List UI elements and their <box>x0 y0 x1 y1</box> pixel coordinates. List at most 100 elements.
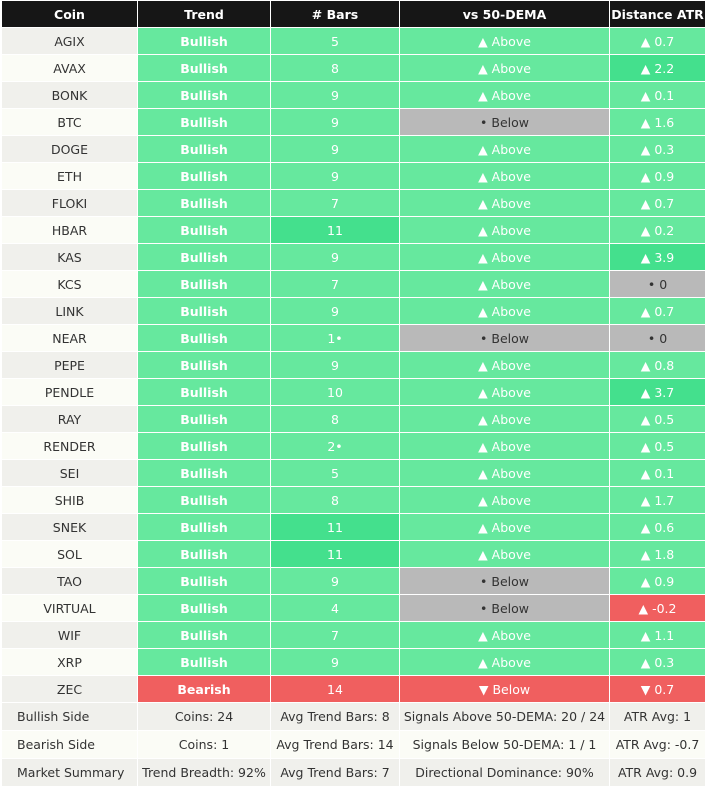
header-coin: Coin <box>1 0 138 28</box>
summary-atr: ATR Avg: 0.9 <box>609 758 706 787</box>
atr-cell: ▲ -0.2 <box>609 594 706 622</box>
table-row: RENDER Bullish 2• ▲ Above ▲ 0.5 <box>1 432 706 460</box>
bars-cell: 5 <box>270 27 400 55</box>
coin-cell: SHIB <box>1 486 138 514</box>
trend-cell: Bullish <box>137 162 271 190</box>
dema-cell: ▲ Above <box>399 351 610 379</box>
trend-cell: Bullish <box>137 432 271 460</box>
dema-cell: ▲ Above <box>399 378 610 406</box>
table-row: KAS Bullish 9 ▲ Above ▲ 3.9 <box>1 243 706 271</box>
bars-cell: 7 <box>270 621 400 649</box>
table-row: HBAR Bullish 11 ▲ Above ▲ 0.2 <box>1 216 706 244</box>
trend-cell: Bullish <box>137 459 271 487</box>
table-row: AVAX Bullish 8 ▲ Above ▲ 2.2 <box>1 54 706 82</box>
dema-cell: • Below <box>399 108 610 136</box>
dema-cell: ▲ Above <box>399 81 610 109</box>
dema-cell: ▲ Above <box>399 459 610 487</box>
trend-cell: Bullish <box>137 243 271 271</box>
atr-cell: ▲ 1.7 <box>609 486 706 514</box>
summary-signals: Signals Above 50-DEMA: 20 / 24 <box>399 702 610 731</box>
summary-atr: ATR Avg: -0.7 <box>609 730 706 759</box>
summary-label: Market Summary <box>1 758 138 787</box>
coin-cell: NEAR <box>1 324 138 352</box>
bars-cell: 9 <box>270 351 400 379</box>
coin-cell: BONK <box>1 81 138 109</box>
summary-bars: Avg Trend Bars: 8 <box>270 702 400 731</box>
coin-cell: HBAR <box>1 216 138 244</box>
trend-cell: Bullish <box>137 297 271 325</box>
atr-cell: ▲ 1.8 <box>609 540 706 568</box>
atr-cell: • 0 <box>609 270 706 298</box>
summary-row: Market Summary Trend Breadth: 92% Avg Tren… <box>1 758 706 787</box>
atr-cell: ▲ 0.1 <box>609 459 706 487</box>
atr-cell: ▲ 0.5 <box>609 432 706 460</box>
bars-cell: 9 <box>270 243 400 271</box>
trend-cell: Bullish <box>137 567 271 595</box>
atr-cell: • 0 <box>609 324 706 352</box>
table-row: BONK Bullish 9 ▲ Above ▲ 0.1 <box>1 81 706 109</box>
trend-cell: Bullish <box>137 54 271 82</box>
coin-cell: BTC <box>1 108 138 136</box>
bars-cell: 5 <box>270 459 400 487</box>
coin-cell: SEI <box>1 459 138 487</box>
summary-bars: Avg Trend Bars: 7 <box>270 758 400 787</box>
table-row: ETH Bullish 9 ▲ Above ▲ 0.9 <box>1 162 706 190</box>
trend-cell: Bullish <box>137 378 271 406</box>
atr-cell: ▲ 1.1 <box>609 621 706 649</box>
coin-cell: ZEC <box>1 675 138 703</box>
bars-cell: 9 <box>270 648 400 676</box>
trend-cell: Bullish <box>137 621 271 649</box>
bars-cell: 9 <box>270 81 400 109</box>
dema-cell: • Below <box>399 594 610 622</box>
atr-cell: ▼ 0.7 <box>609 675 706 703</box>
bars-cell: 11 <box>270 540 400 568</box>
bars-cell: 9 <box>270 297 400 325</box>
trend-cell: Bullish <box>137 540 271 568</box>
table-row: WIF Bullish 7 ▲ Above ▲ 1.1 <box>1 621 706 649</box>
summary-row: Bullish Side Coins: 24 Avg Trend Bars: 8 Si… <box>1 702 706 731</box>
bars-cell: 9 <box>270 108 400 136</box>
trend-cell: Bullish <box>137 648 271 676</box>
table-row: TAO Bullish 9 • Below ▲ 0.9 <box>1 567 706 595</box>
atr-cell: ▲ 0.8 <box>609 351 706 379</box>
summary-coins: Coins: 24 <box>137 702 271 731</box>
dema-cell: ▼ Below <box>399 675 610 703</box>
coin-cell: ETH <box>1 162 138 190</box>
coin-cell: AVAX <box>1 54 138 82</box>
atr-cell: ▲ 0.9 <box>609 567 706 595</box>
trend-cell: Bullish <box>137 270 271 298</box>
bars-cell: 8 <box>270 486 400 514</box>
summary-row: Bearish Side Coins: 1 Avg Trend Bars: 14 Si… <box>1 730 706 759</box>
dema-cell: ▲ Above <box>399 297 610 325</box>
dema-cell: • Below <box>399 567 610 595</box>
bars-cell: 11 <box>270 216 400 244</box>
trend-cell: Bullish <box>137 324 271 352</box>
bars-cell: 2• <box>270 432 400 460</box>
coin-cell: TAO <box>1 567 138 595</box>
dema-cell: • Below <box>399 324 610 352</box>
atr-cell: ▲ 2.2 <box>609 54 706 82</box>
header-dema: vs 50-DEMA <box>399 0 610 28</box>
summary-coins: Trend Breadth: 92% <box>137 758 271 787</box>
table-row: FLOKI Bullish 7 ▲ Above ▲ 0.7 <box>1 189 706 217</box>
trend-cell: Bullish <box>137 486 271 514</box>
header-distance-atr: Distance ATR <box>609 0 706 28</box>
trend-cell: Bearish <box>137 675 271 703</box>
table-row: VIRTUAL Bullish 4 • Below ▲ -0.2 <box>1 594 706 622</box>
summary-atr: ATR Avg: 1 <box>609 702 706 731</box>
atr-cell: ▲ 0.9 <box>609 162 706 190</box>
coin-cell: SNEK <box>1 513 138 541</box>
table-row: AGIX Bullish 5 ▲ Above ▲ 0.7 <box>1 27 706 55</box>
atr-cell: ▲ 0.5 <box>609 405 706 433</box>
coin-cell: AGIX <box>1 27 138 55</box>
trend-cell: Bullish <box>137 27 271 55</box>
bars-cell: 9 <box>270 135 400 163</box>
coin-cell: SOL <box>1 540 138 568</box>
bars-cell: 1• <box>270 324 400 352</box>
bars-cell: 14 <box>270 675 400 703</box>
coin-cell: PENDLE <box>1 378 138 406</box>
dema-cell: ▲ Above <box>399 135 610 163</box>
bars-cell: 4 <box>270 594 400 622</box>
atr-cell: ▲ 0.6 <box>609 513 706 541</box>
